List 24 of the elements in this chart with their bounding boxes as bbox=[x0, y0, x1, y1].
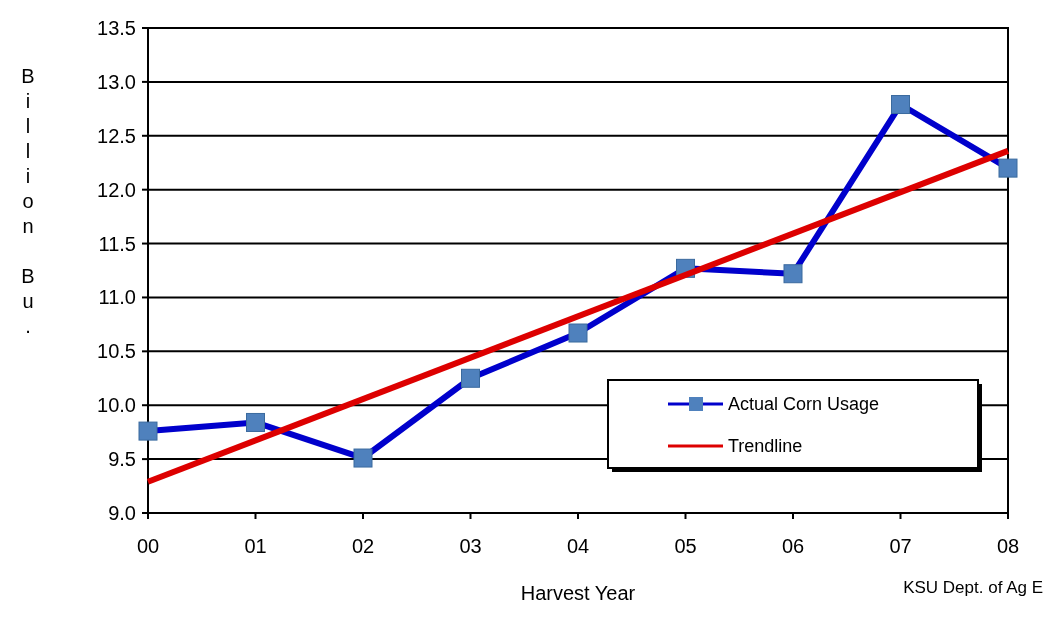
legend-label: Trendline bbox=[728, 436, 803, 457]
x-tick-label: 00 bbox=[136, 535, 160, 557]
x-tick-label: 04 bbox=[566, 535, 590, 557]
y-tick-label: 13.0 bbox=[97, 70, 136, 93]
y-tick-label: 10.0 bbox=[97, 394, 136, 417]
y-tick-label: 9.5 bbox=[108, 448, 136, 471]
x-axis-title: Harvest Year bbox=[520, 582, 636, 604]
x-tick-label: 08 bbox=[996, 535, 1020, 557]
x-tick-label: 07 bbox=[889, 535, 912, 557]
y-tick-label: 11.5 bbox=[98, 232, 136, 255]
y-tick-label: 13.5 bbox=[97, 17, 136, 39]
x-tick-label: 02 bbox=[351, 535, 375, 557]
y-tick-label: 12.5 bbox=[97, 124, 136, 147]
x-tick-label: 01 bbox=[244, 535, 267, 557]
legend-label: Actual Corn Usage bbox=[728, 394, 880, 415]
y-tick-label: 11.0 bbox=[98, 286, 136, 309]
y-tick-label: 9.0 bbox=[108, 502, 136, 524]
x-tick-label: 05 bbox=[674, 535, 697, 557]
x-tick-label: 06 bbox=[781, 535, 805, 557]
text: KSU Dept. of Ag E bbox=[903, 578, 1043, 597]
y-tick-label: 12.0 bbox=[97, 178, 136, 201]
y-tick-label: 10.5 bbox=[97, 340, 136, 363]
text: Billion Bu. bbox=[21, 65, 35, 337]
x-tick-label: 03 bbox=[459, 535, 482, 557]
